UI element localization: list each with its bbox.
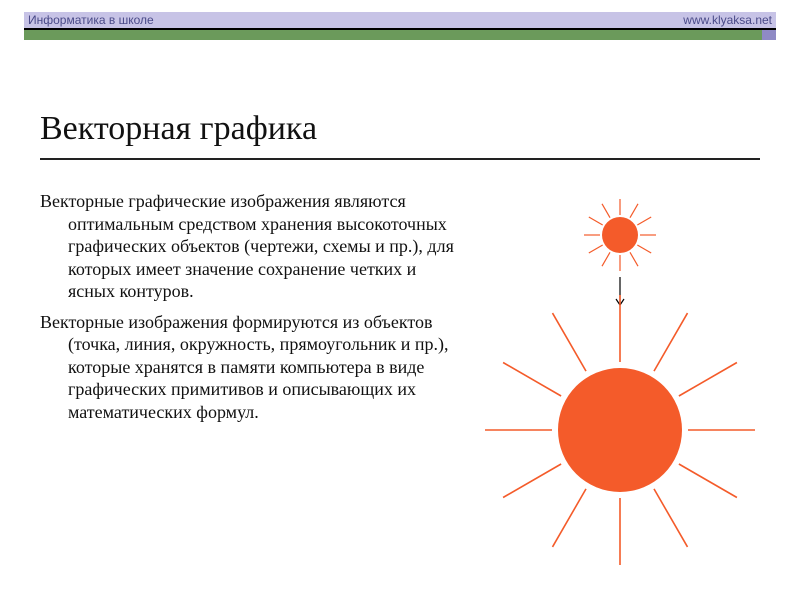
header-right-text: www.klyaksa.net xyxy=(683,13,772,27)
header-accent-square xyxy=(762,30,776,40)
header-bottom-bar xyxy=(24,30,776,40)
diagram-svg xyxy=(470,185,770,565)
body-text: Векторные графические изображения являют… xyxy=(40,190,460,431)
header-left-text: Информатика в школе xyxy=(28,13,154,27)
page-title: Векторная графика xyxy=(40,110,760,160)
vector-scaling-diagram xyxy=(470,185,770,565)
paragraph-1: Векторные графические изображения являют… xyxy=(40,190,460,303)
header-top-bar: Информатика в школе www.klyaksa.net xyxy=(24,12,776,30)
paragraph-2: Векторные изображения формируются из объ… xyxy=(40,311,460,424)
header: Информатика в школе www.klyaksa.net xyxy=(24,12,776,40)
